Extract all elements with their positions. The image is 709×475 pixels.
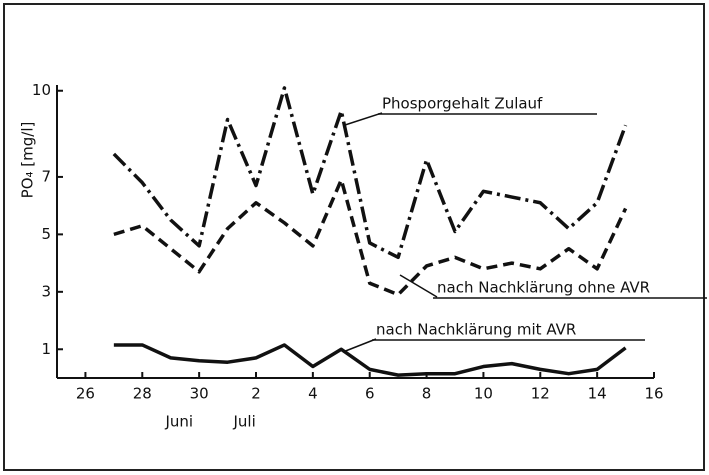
x-tick-label: 14: [588, 385, 607, 403]
series-label: nach Nachklärung ohne AVR: [437, 279, 650, 297]
y-tick-label: 1: [41, 340, 51, 358]
series-label: Phosporgehalt Zulauf: [382, 95, 543, 113]
x-tick-label: 6: [365, 385, 375, 403]
frame: [3, 3, 705, 471]
y-tick-label: 3: [41, 282, 51, 300]
y-tick-label: 7: [41, 167, 51, 185]
x-tick-label: 26: [76, 385, 95, 403]
x-tick-label: 12: [531, 385, 550, 403]
x-tick-label: 16: [644, 385, 663, 403]
x-tick-label: 10: [474, 385, 493, 403]
series-line: [113, 343, 627, 377]
month-label: Juli: [232, 413, 255, 431]
x-tick-label: 30: [190, 385, 209, 403]
label-leader: [399, 274, 438, 298]
y-tick-label: 10: [32, 81, 51, 99]
x-tick-label: 2: [251, 385, 261, 403]
series-label: nach Nachklärung mit AVR: [376, 321, 576, 339]
series-line: [113, 178, 628, 297]
label-leader: [342, 338, 377, 353]
month-label: Juni: [164, 413, 193, 431]
label-leader: [344, 112, 383, 126]
x-tick-label: 28: [133, 385, 152, 403]
series-line: [112, 86, 628, 260]
y-tick-label: 5: [41, 225, 51, 243]
y-axis-label: PO₄ [mg/l]: [19, 122, 37, 199]
x-tick-label: 8: [422, 385, 432, 403]
x-tick-label: 4: [308, 385, 318, 403]
